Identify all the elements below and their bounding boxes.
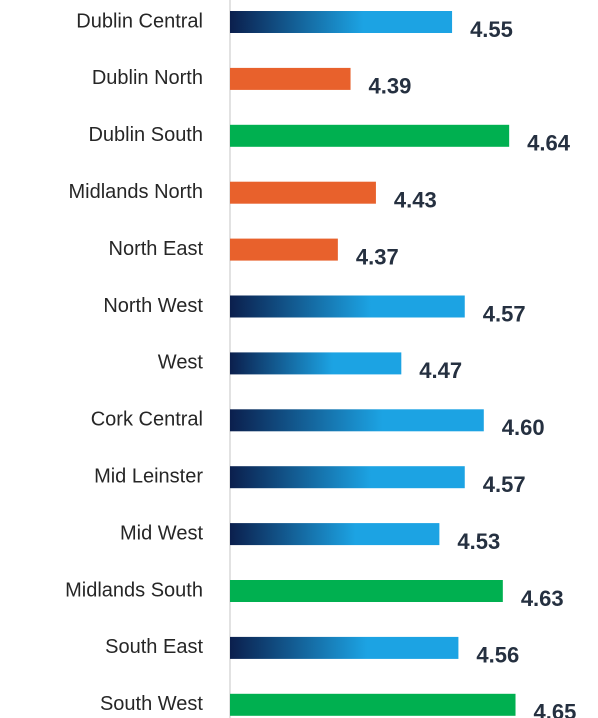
category-label: Dublin South: [88, 124, 203, 146]
bar: [230, 295, 465, 318]
category-label: Midlands South: [65, 579, 203, 601]
category-label: Mid Leinster: [94, 465, 203, 487]
value-label: 4.64: [527, 131, 571, 156]
value-label: 4.47: [419, 358, 462, 383]
bar: [230, 523, 440, 546]
value-label: 4.53: [457, 529, 500, 554]
category-label: Dublin Central: [76, 10, 203, 32]
category-label: North West: [103, 295, 203, 317]
bar: [230, 352, 402, 375]
category-label: South West: [100, 693, 203, 715]
category-label: Dublin North: [92, 67, 203, 89]
value-label: 4.56: [476, 643, 519, 668]
value-label: 4.63: [521, 586, 564, 611]
category-label: North East: [109, 238, 204, 260]
category-label: Mid West: [120, 522, 203, 544]
category-label: Cork Central: [91, 409, 203, 431]
value-label: 4.43: [394, 188, 437, 213]
value-label: 4.39: [369, 74, 412, 99]
value-label: 4.55: [470, 17, 513, 42]
category-label: South East: [105, 636, 203, 658]
bar: [230, 238, 338, 261]
bar: [230, 67, 351, 90]
bar: [230, 636, 459, 659]
bar: [230, 693, 516, 716]
bar: [230, 124, 510, 147]
bar: [230, 466, 465, 489]
value-label: 4.57: [483, 301, 526, 326]
value-label: 4.60: [502, 415, 545, 440]
bar: [230, 409, 484, 432]
bar: [230, 580, 503, 602]
category-label: Midlands North: [68, 181, 203, 203]
value-label: 4.37: [356, 244, 399, 269]
value-label: 4.57: [483, 472, 526, 497]
category-label: West: [158, 352, 204, 374]
value-label: 4.65: [534, 700, 577, 718]
bar: [230, 181, 376, 204]
bar: [230, 11, 453, 33]
